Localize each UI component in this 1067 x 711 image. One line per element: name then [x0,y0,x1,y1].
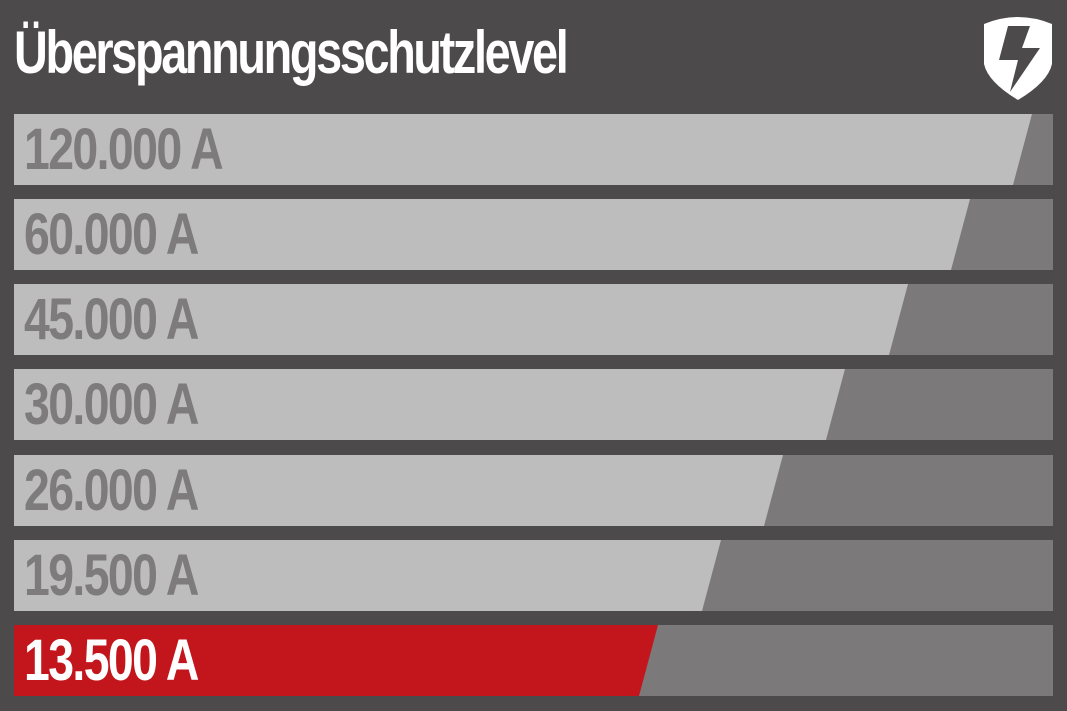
level-label: 45.000 A [24,287,199,352]
level-label: 13.500 A [24,628,199,693]
level-label: 60.000 A [24,202,199,267]
level-bar: 30.000 A [14,369,1053,440]
level-bar: 19.500 A [14,540,1053,611]
level-bar: 60.000 A [14,199,1053,270]
level-label: 30.000 A [24,372,199,437]
level-fill [14,199,970,270]
level-fill [14,540,721,611]
level-label: 19.500 A [24,543,199,608]
page-title: Überspannungsschutzlevel [14,19,569,86]
level-bar: 45.000 A [14,284,1053,355]
level-bar: 120.000 A [14,114,1053,185]
shield-lightning-icon [984,17,1052,100]
level-bar: 26.000 A [14,455,1053,526]
level-fill [14,455,783,526]
level-fill [14,625,658,696]
level-fill [14,284,908,355]
level-bar: 13.500 A [14,625,1053,696]
level-fill [14,114,1032,185]
level-fill [14,369,845,440]
level-label: 120.000 A [24,117,224,182]
level-label: 26.000 A [24,458,199,523]
